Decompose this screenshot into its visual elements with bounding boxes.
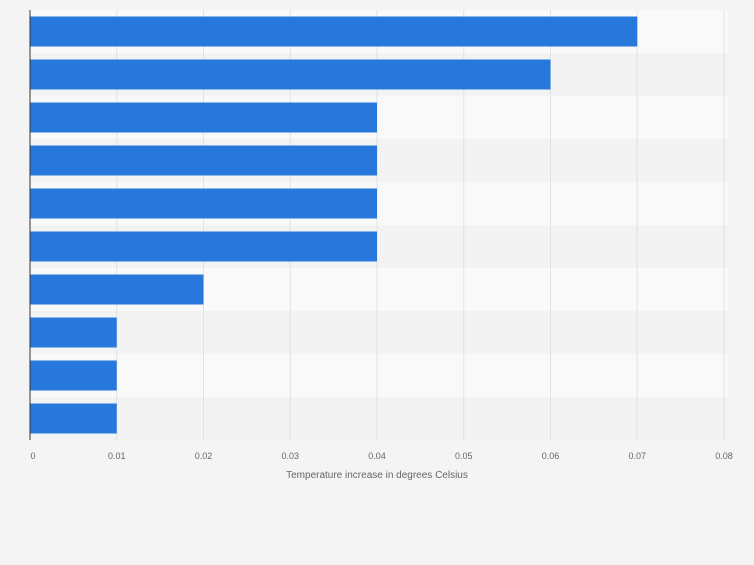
row-band	[30, 397, 728, 440]
x-tick-labels: 0 0.01 0.02 0.03 0.04 0.05 0.06 0.07 0.08	[30, 451, 732, 461]
x-tick-label: 0.05	[455, 451, 473, 461]
bar	[30, 145, 377, 176]
x-tick-label: 0.07	[628, 451, 646, 461]
x-tick-label: 0.04	[368, 451, 386, 461]
row-band	[30, 354, 728, 397]
x-tick-label: 0.06	[542, 451, 560, 461]
bar	[30, 360, 117, 391]
x-tick-label: 0.03	[281, 451, 299, 461]
x-axis-label: Temperature increase in degrees Celsius	[286, 470, 468, 481]
x-tick-label: 0.02	[195, 451, 213, 461]
bar	[30, 102, 377, 133]
bar	[30, 274, 204, 305]
row-band	[30, 311, 728, 354]
bar	[30, 403, 117, 434]
bars	[30, 16, 638, 434]
bar	[30, 188, 377, 219]
x-tick-label: 0	[30, 451, 35, 461]
bar	[30, 231, 377, 262]
x-tick-label: 0.01	[108, 451, 126, 461]
bar	[30, 59, 551, 90]
bar	[30, 317, 117, 348]
x-tick-label: 0.08	[715, 451, 733, 461]
bar	[30, 16, 638, 47]
